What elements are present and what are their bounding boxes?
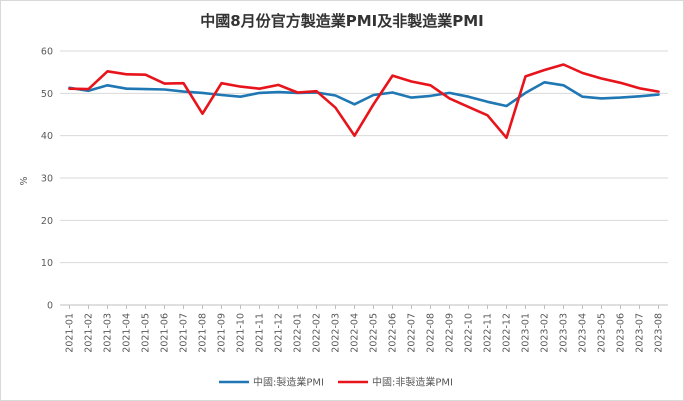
x-tick-label: 2023-07: [635, 313, 646, 353]
legend-label: 中國:製造業PMI: [253, 376, 324, 389]
y-axis-ticks: 0 10 20 30 40 50 60: [41, 47, 53, 312]
y-tick-label: 0: [47, 301, 53, 312]
x-tick-label: 2022-03: [331, 313, 342, 353]
x-tick-label: 2023-08: [654, 313, 665, 353]
x-tick-label: 2022-09: [445, 313, 456, 353]
x-tick-label: 2022-10: [464, 313, 475, 353]
series-lines: [68, 63, 660, 140]
y-tick-label: 10: [41, 258, 53, 269]
x-tick-label: 2023-02: [540, 313, 551, 353]
legend-label: 中國:非製造業PMI: [372, 376, 453, 389]
x-tick-label: 2023-01: [521, 313, 532, 353]
y-tick-label: 30: [41, 174, 53, 185]
x-tick-label: 2023-06: [616, 313, 627, 353]
x-tick-label: 2021-01: [65, 313, 76, 353]
x-tick-label: 2021-08: [198, 313, 209, 353]
y-tick-label: 50: [41, 89, 53, 100]
chart-title: 中國8月份官方製造業PMI及非製造業PMI: [200, 12, 483, 30]
x-tick-label: 2021-10: [236, 313, 247, 353]
x-tick-label: 2023-03: [559, 313, 570, 353]
x-tick-label: 2022-11: [483, 313, 494, 353]
x-tick-label: 2023-05: [597, 313, 608, 353]
x-tick-label: 2023-04: [578, 313, 589, 353]
gridlines: [60, 50, 668, 306]
x-tick-label: 2021-05: [141, 313, 152, 353]
x-tick-label: 2022-06: [388, 313, 399, 353]
y-axis-label: %: [19, 176, 30, 185]
x-tick-label: 2022-02: [312, 313, 323, 353]
x-axis-ticks: 2021-01 2021-02 2021-03 2021-04 2021-05 2021-…: [65, 305, 665, 353]
y-tick-label: 20: [41, 216, 53, 227]
x-tick-label: 2021-09: [217, 313, 228, 353]
series-line: [68, 81, 660, 108]
series-line: [68, 63, 660, 140]
x-tick-label: 2021-11: [255, 313, 266, 353]
x-tick-label: 2022-01: [293, 313, 304, 353]
y-tick-label: 60: [41, 47, 53, 58]
x-tick-label: 2021-12: [274, 313, 285, 353]
x-tick-label: 2022-07: [407, 313, 418, 353]
x-tick-label: 2021-04: [122, 313, 133, 353]
x-tick-label: 2021-03: [103, 313, 114, 353]
x-tick-label: 2022-12: [502, 313, 513, 353]
x-tick-label: 2021-07: [179, 313, 190, 353]
x-tick-label: 2021-06: [160, 313, 171, 353]
x-tick-label: 2022-05: [369, 313, 380, 353]
x-tick-label: 2021-02: [84, 313, 95, 353]
legend: 中國:製造業PMI 中國:非製造業PMI: [219, 376, 453, 389]
y-tick-label: 40: [41, 131, 53, 142]
x-tick-label: 2022-04: [350, 313, 361, 353]
x-tick-label: 2022-08: [426, 313, 437, 353]
